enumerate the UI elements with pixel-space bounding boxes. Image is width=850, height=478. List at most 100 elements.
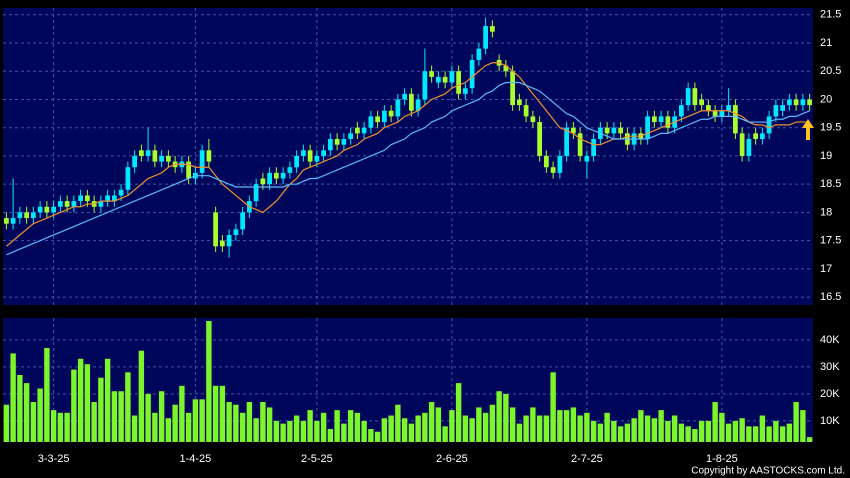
volume-bar: [374, 431, 381, 442]
candle-body: [166, 155, 171, 162]
volume-bar: [692, 429, 698, 442]
volume-bar: [779, 426, 786, 442]
volume-bar: [604, 412, 610, 442]
candle-body: [652, 116, 657, 123]
y-tick-label: 17.5: [820, 235, 841, 247]
volume-bar: [611, 420, 617, 442]
volume-bar: [158, 391, 165, 442]
candle-body: [611, 127, 617, 134]
volume-bar: [685, 426, 691, 442]
volume-bar: [253, 418, 259, 442]
volume-bar: [91, 402, 97, 442]
volume-bar: [104, 358, 111, 442]
volume-bar: [314, 420, 320, 442]
volume-bar: [361, 420, 367, 442]
candle-body: [355, 127, 360, 134]
candle-body: [712, 110, 718, 117]
candle-body: [307, 150, 313, 162]
x-tick-label: 2-5-25: [301, 453, 333, 465]
candle-body: [557, 155, 563, 173]
volume-bar: [125, 372, 131, 442]
volume-bar: [739, 418, 745, 442]
volume-bar: [347, 410, 354, 442]
volume-bar: [71, 369, 77, 442]
candle-body: [409, 93, 414, 111]
candle-body: [51, 206, 56, 213]
candle-body: [348, 133, 353, 139]
volume-bar: [543, 415, 550, 442]
candle-body: [71, 201, 77, 207]
candle-body: [388, 110, 394, 117]
volume-bar: [476, 407, 482, 442]
volume-bar: [428, 402, 435, 442]
volume-bar: [455, 383, 462, 442]
x-tick-label: 1-8-25: [706, 453, 738, 465]
candle-body: [132, 155, 137, 168]
volume-bar: [354, 412, 361, 442]
volume-bar: [273, 420, 280, 442]
candle-body: [152, 150, 158, 162]
candle-body: [469, 59, 475, 89]
volume-bar: [732, 420, 739, 442]
current-arrow: [802, 119, 814, 140]
volume-bar: [516, 423, 523, 442]
candle-body: [145, 150, 151, 156]
volume-bar: [300, 420, 307, 442]
volume-bar: [523, 415, 529, 442]
volume-bar: [98, 377, 104, 442]
volume-bar: [23, 383, 30, 442]
volume-bar: [800, 410, 806, 442]
volume-bar: [138, 350, 145, 442]
candle-body: [24, 212, 29, 219]
candle-body: [679, 105, 684, 117]
volume-bar: [570, 407, 577, 442]
candle-body: [793, 99, 799, 106]
volume-bar: [10, 353, 16, 442]
volume-bar: [206, 320, 212, 442]
volume-bar: [84, 364, 91, 442]
candle-body: [17, 212, 23, 219]
candle-body: [719, 110, 725, 117]
y-tick-label: 20.5: [820, 65, 841, 77]
candle-body: [361, 127, 367, 134]
volume-bar: [239, 412, 246, 442]
candle-body: [321, 150, 326, 156]
volume-bar: [422, 412, 428, 442]
candle-body: [260, 178, 266, 185]
volume-bar: [577, 415, 583, 442]
volume-bar: [752, 426, 759, 442]
volume-bar: [307, 410, 313, 442]
volume-bar: [165, 418, 172, 442]
candle-body: [739, 133, 745, 156]
candle-body: [618, 127, 623, 134]
candle-body: [10, 218, 16, 224]
candle-body: [591, 138, 596, 156]
candle-body: [368, 116, 374, 128]
candle-body: [523, 105, 529, 117]
volume-bar: [233, 404, 239, 442]
candle-body: [382, 110, 387, 123]
volume-bar: [496, 391, 502, 442]
volume-bar: [590, 420, 597, 442]
candle-body: [4, 218, 9, 224]
candle-body: [442, 76, 448, 83]
candle-body: [415, 99, 421, 111]
candle-body: [375, 116, 380, 123]
volume-bar: [584, 412, 590, 442]
candle-body: [699, 99, 704, 106]
candle-body: [58, 201, 63, 207]
candle-body: [280, 172, 286, 179]
candle-body: [584, 155, 590, 162]
y-tick-label: 17: [820, 263, 832, 275]
volume-bar: [293, 415, 300, 442]
candle-body: [226, 234, 232, 247]
candle-body: [395, 99, 401, 117]
candle-body: [733, 105, 738, 134]
x-tick-label: 3-3-25: [38, 453, 70, 465]
y-tick-label: 21: [820, 37, 832, 49]
volume-bar: [651, 418, 658, 442]
x-tick-label: 1-4-25: [179, 453, 211, 465]
volume-bar: [30, 402, 37, 442]
candle-body: [31, 212, 36, 219]
